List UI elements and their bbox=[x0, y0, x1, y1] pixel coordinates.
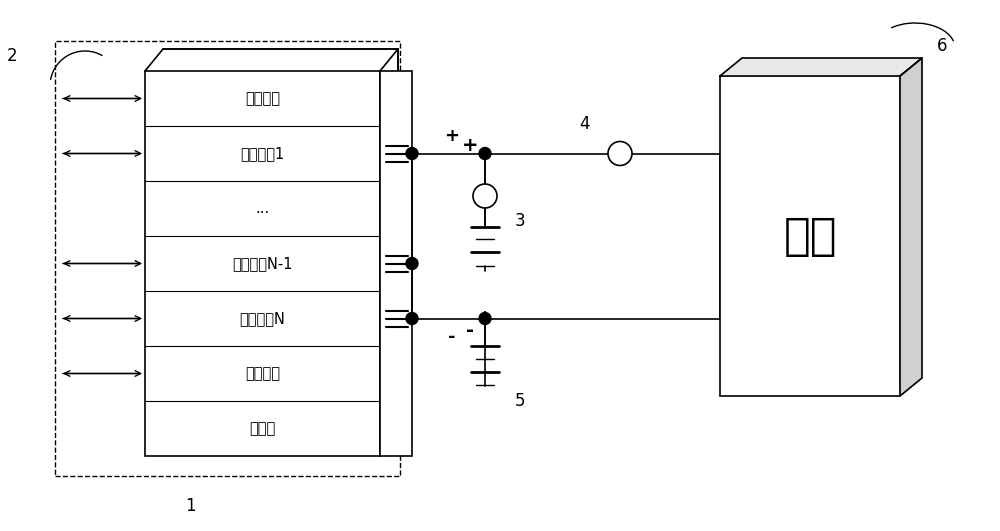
Text: 3: 3 bbox=[515, 212, 525, 230]
Circle shape bbox=[406, 148, 418, 159]
Text: -: - bbox=[448, 328, 456, 346]
Text: 负载: 负载 bbox=[783, 215, 837, 258]
Text: 整流模块1: 整流模块1 bbox=[240, 146, 285, 161]
Text: 通信接口: 通信接口 bbox=[245, 366, 280, 381]
Circle shape bbox=[608, 141, 632, 166]
Text: 6: 6 bbox=[937, 37, 947, 55]
Text: 主控板: 主控板 bbox=[249, 421, 276, 436]
Circle shape bbox=[479, 148, 491, 159]
Bar bbox=[380, 71, 412, 456]
Circle shape bbox=[479, 313, 491, 324]
Text: 2: 2 bbox=[7, 47, 17, 65]
Circle shape bbox=[406, 258, 418, 270]
Text: +: + bbox=[462, 136, 478, 155]
Circle shape bbox=[406, 313, 418, 324]
Text: 控制模块: 控制模块 bbox=[245, 91, 280, 106]
Bar bbox=[720, 76, 900, 396]
Text: ...: ... bbox=[255, 201, 270, 216]
Text: 5: 5 bbox=[515, 392, 525, 410]
Bar bbox=[55, 41, 400, 476]
Polygon shape bbox=[900, 58, 922, 396]
Bar bbox=[145, 71, 380, 456]
Text: -: - bbox=[466, 321, 474, 340]
Polygon shape bbox=[720, 58, 922, 76]
Text: 整流模块N-1: 整流模块N-1 bbox=[232, 256, 293, 271]
Text: 4: 4 bbox=[580, 115, 590, 133]
Text: 1: 1 bbox=[185, 497, 195, 515]
Text: +: + bbox=[445, 126, 460, 144]
Circle shape bbox=[473, 184, 497, 208]
Text: 整流模块N: 整流模块N bbox=[240, 311, 285, 326]
